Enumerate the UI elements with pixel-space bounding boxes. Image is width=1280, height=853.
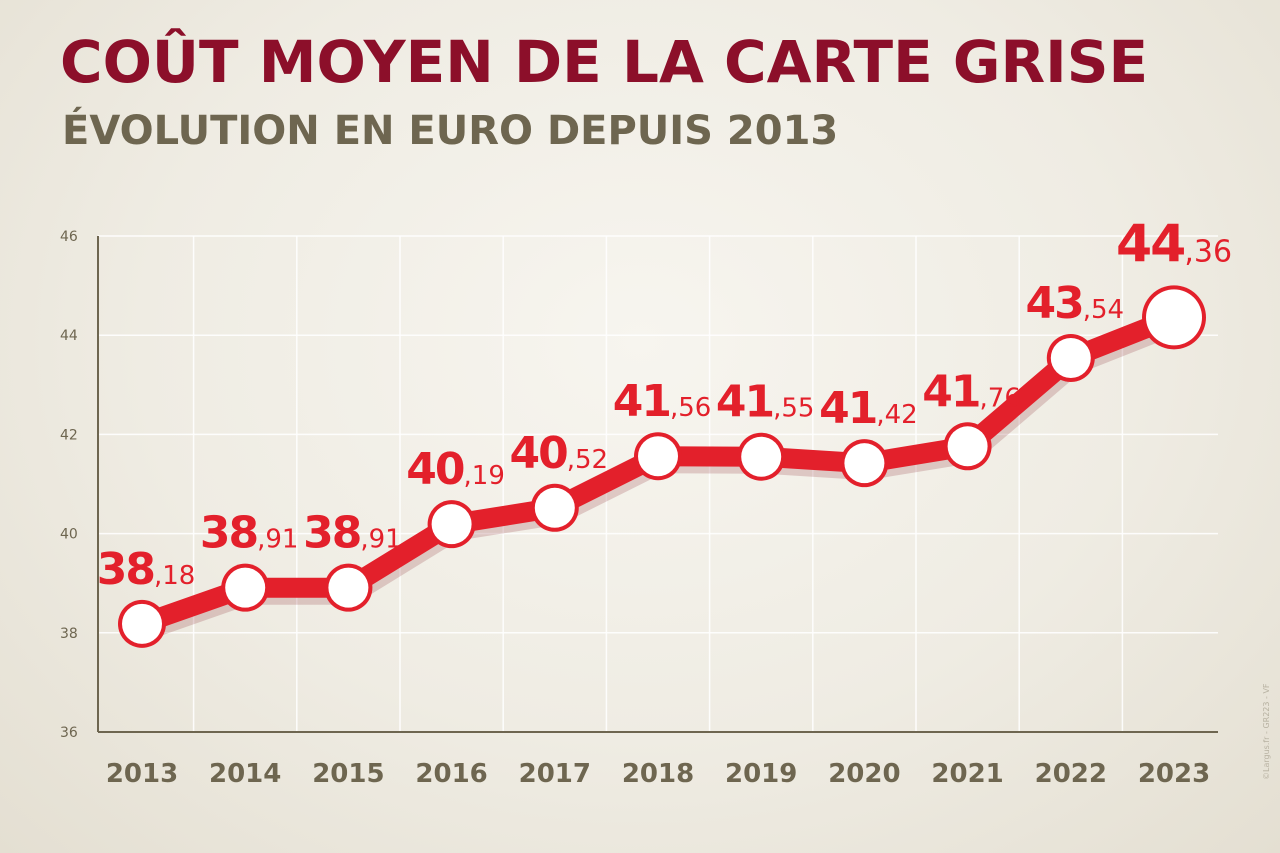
data-label-decimal: ,36 bbox=[1184, 234, 1232, 269]
data-label: 40,19 bbox=[406, 444, 505, 495]
data-label-integer: 40 bbox=[510, 428, 568, 479]
data-label-decimal: ,56 bbox=[670, 393, 711, 423]
y-axis-ticks: 36 38 40 42 44 46 bbox=[60, 229, 78, 741]
x-tick-label: 2020 bbox=[828, 759, 900, 789]
x-tick-label: 2014 bbox=[209, 759, 281, 789]
x-tick-label: 2015 bbox=[312, 759, 384, 789]
data-label: 44,36 bbox=[1116, 214, 1232, 274]
data-point bbox=[431, 504, 472, 545]
data-label-integer: 38 bbox=[200, 508, 257, 559]
data-label-integer: 43 bbox=[1026, 278, 1083, 329]
data-label: 38,91 bbox=[200, 508, 299, 559]
data-point bbox=[1050, 338, 1091, 379]
data-label-decimal: ,55 bbox=[773, 394, 814, 424]
data-label: 41,76 bbox=[922, 366, 1021, 417]
data-label-integer: 41 bbox=[922, 366, 979, 417]
data-label: 41,56 bbox=[613, 376, 712, 427]
x-tick-label: 2019 bbox=[725, 759, 797, 789]
x-tick-label: 2017 bbox=[519, 759, 591, 789]
data-point bbox=[741, 436, 782, 477]
data-label: 41,42 bbox=[819, 383, 918, 434]
data-label: 38,18 bbox=[97, 544, 196, 595]
data-label-decimal: ,42 bbox=[876, 400, 917, 430]
data-label-decimal: ,91 bbox=[257, 525, 298, 555]
data-point bbox=[844, 443, 885, 484]
data-label-integer: 41 bbox=[819, 383, 876, 434]
axes bbox=[97, 236, 1218, 733]
y-tick-label: 38 bbox=[60, 626, 78, 642]
data-point bbox=[328, 567, 369, 608]
data-label-decimal: ,76 bbox=[980, 383, 1021, 413]
data-point bbox=[122, 603, 162, 644]
y-tick-label: 42 bbox=[60, 427, 78, 443]
chart-title: COÛT MOYEN DE LA CARTE GRISE bbox=[60, 28, 1149, 96]
x-tick-label: 2018 bbox=[622, 759, 694, 789]
data-label-decimal: ,18 bbox=[154, 561, 195, 591]
data-label-integer: 41 bbox=[716, 377, 773, 428]
x-tick-label: 2023 bbox=[1138, 759, 1210, 789]
data-label-integer: 38 bbox=[97, 544, 154, 595]
y-tick-label: 36 bbox=[60, 725, 78, 741]
data-label: 41,55 bbox=[716, 377, 815, 428]
x-axis-ticks: 2013 2014 2015 2016 2017 2018 2019 2020 2021 2022… bbox=[106, 759, 1210, 789]
x-tick-label: 2021 bbox=[931, 759, 1003, 789]
chart-subtitle: ÉVOLUTION EN EURO DEPUIS 2013 bbox=[62, 108, 839, 154]
y-tick-label: 46 bbox=[60, 229, 78, 245]
x-tick-label: 2022 bbox=[1035, 759, 1107, 789]
x-tick-label: 2016 bbox=[415, 759, 487, 789]
data-label-decimal: ,91 bbox=[360, 525, 401, 555]
data-point bbox=[1146, 289, 1202, 346]
data-label: 38,91 bbox=[303, 508, 402, 559]
data-point bbox=[534, 487, 575, 528]
data-label-integer: 44 bbox=[1116, 214, 1184, 274]
data-label: 40,52 bbox=[510, 428, 609, 479]
data-label-integer: 38 bbox=[303, 508, 360, 559]
y-tick-label: 44 bbox=[60, 328, 78, 344]
data-label-decimal: ,52 bbox=[567, 445, 608, 475]
data-label-decimal: ,19 bbox=[464, 461, 505, 491]
data-points bbox=[118, 285, 1206, 648]
y-tick-label: 40 bbox=[60, 527, 78, 543]
x-tick-label: 2013 bbox=[106, 759, 178, 789]
data-point bbox=[225, 567, 266, 608]
data-label: 43,54 bbox=[1026, 278, 1125, 329]
data-point bbox=[947, 426, 988, 467]
data-label-decimal: ,54 bbox=[1083, 295, 1124, 325]
data-label-integer: 41 bbox=[613, 376, 670, 427]
data-label-integer: 40 bbox=[406, 444, 464, 495]
gridlines bbox=[98, 235, 1218, 733]
data-point bbox=[638, 436, 678, 477]
